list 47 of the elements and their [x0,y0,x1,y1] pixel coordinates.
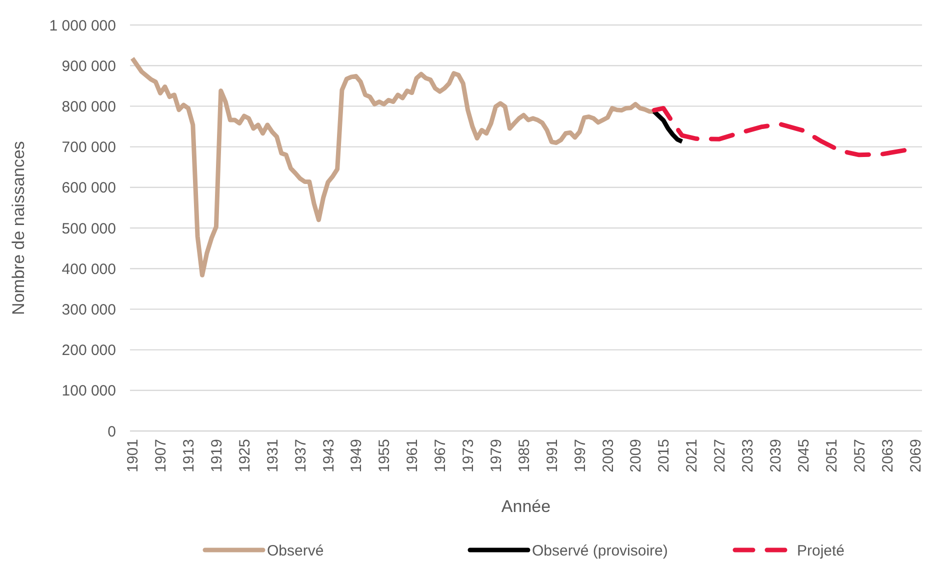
x-tick-label: 2003 [600,439,617,472]
line-series [652,109,684,144]
x-tick-label: 2045 [795,439,812,472]
x-tick-label: 1943 [320,439,338,472]
legend-label: Observé (provisoire) [532,542,668,560]
x-tick-label: 2051 [823,439,840,472]
line-series [652,106,908,158]
x-tick-label: 1967 [432,439,450,472]
x-tick-label: 1913 [180,439,198,472]
x-tick-label: 1931 [264,439,282,472]
y-tick-label: 0 [108,423,116,440]
x-tick-label: 2009 [628,439,645,472]
x-tick-label: 2027 [712,439,729,472]
x-tick-label: 1997 [572,439,589,472]
y-tick-label: 500 000 [62,220,116,238]
y-tick-label: 300 000 [62,301,116,318]
y-tick-label: 800 000 [62,98,116,116]
y-tick-label: 700 000 [62,139,116,156]
y-axis-title: Nombre de naissances [9,141,28,315]
x-tick-label: 2057 [851,439,868,472]
x-tick-label: 2039 [767,439,784,472]
y-tick-label: 100 000 [62,382,116,400]
y-tick-label: 1 000 000 [49,17,116,34]
x-tick-label: 2033 [740,439,757,472]
x-tick-label: 1901 [124,439,142,472]
x-tick-label: 1949 [348,439,366,472]
legend-label: Projeté [797,542,845,560]
y-tick-label: 900 000 [62,58,116,75]
y-tick-label: 200 000 [62,342,116,360]
y-tick-label: 400 000 [62,260,116,278]
x-tick-label: 2063 [879,439,896,472]
x-tick-label: 1907 [152,439,170,472]
x-tick-label: 2021 [684,439,701,472]
x-tick-label: 1991 [544,439,561,472]
x-tick-label: 1979 [488,439,505,472]
x-tick-label: 1925 [236,439,254,472]
x-tick-label: 1985 [516,439,533,472]
x-tick-label: 1955 [376,439,394,472]
x-tick-label: 1937 [292,439,310,472]
x-tick-label: 2015 [656,439,673,472]
x-axis-title: Année [501,497,551,516]
y-tick-label: 600 000 [62,180,116,197]
x-tick-label: 1973 [460,439,478,472]
legend-label: Observé [267,542,324,560]
x-tick-label: 1919 [208,439,226,472]
x-tick-label: 2069 [907,439,924,472]
x-tick-label: 1961 [404,439,422,472]
